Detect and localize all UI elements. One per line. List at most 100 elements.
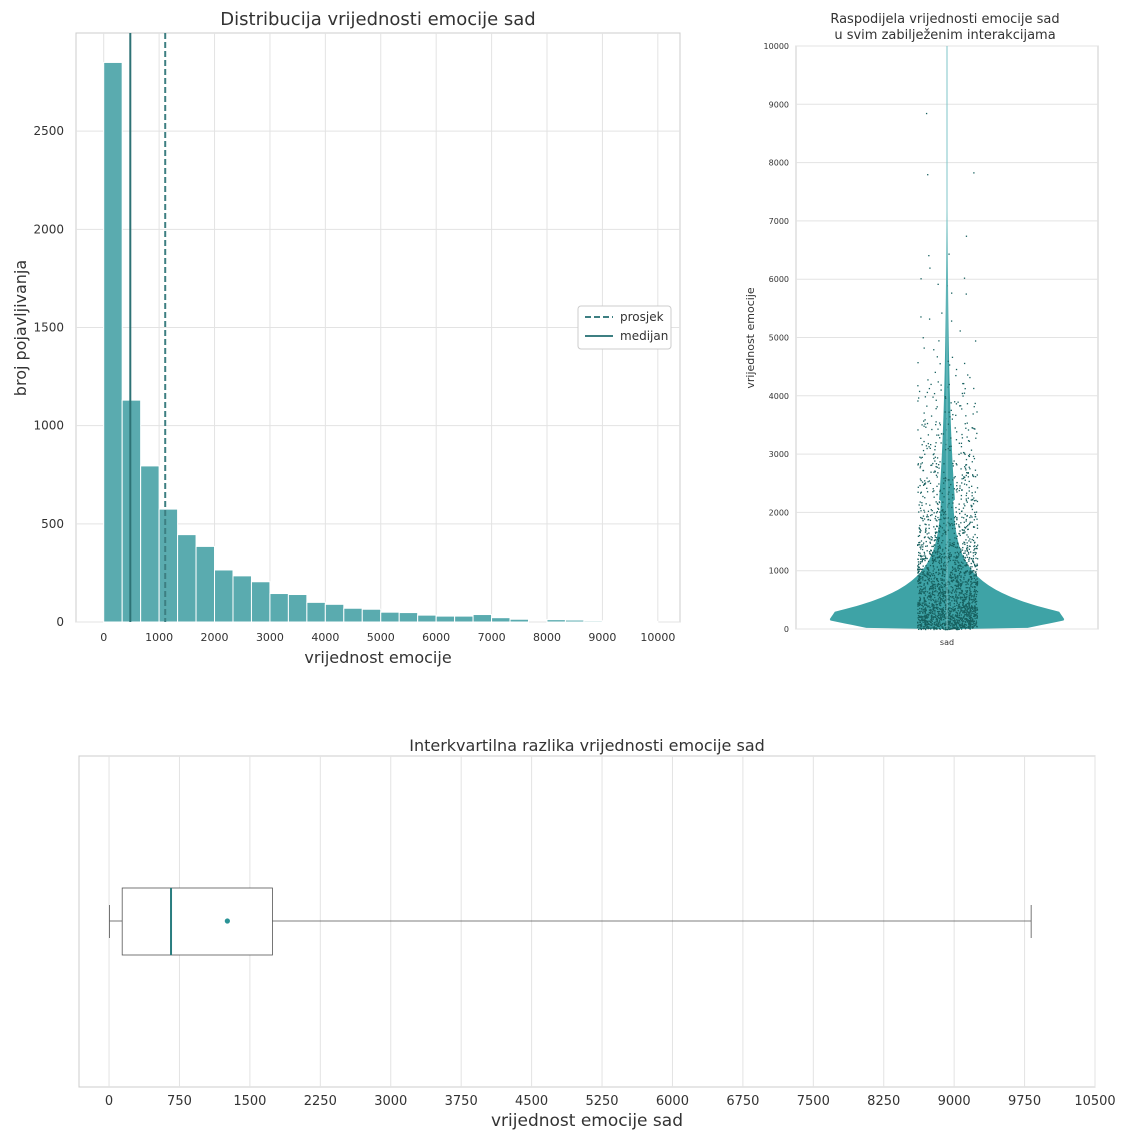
violin-point (974, 548, 976, 550)
violin-point (924, 586, 927, 588)
violin-point (926, 516, 928, 518)
violin-point (973, 590, 975, 593)
violin-point (917, 586, 919, 588)
violin-point (935, 531, 938, 533)
violin-point (933, 578, 935, 580)
violin-point (942, 509, 944, 511)
violin-point (963, 517, 965, 519)
violin-point (937, 539, 940, 541)
violin-point (928, 612, 931, 614)
violin-point (920, 623, 923, 625)
violin-point (972, 560, 974, 562)
violin-point (934, 609, 936, 612)
violin-point (935, 474, 938, 476)
violin-point (930, 539, 932, 541)
violin-point (937, 381, 939, 383)
violin-point (976, 487, 979, 489)
violin-point (940, 598, 942, 600)
violin-point (938, 588, 940, 590)
violin-point (919, 528, 921, 531)
violin-point (922, 484, 925, 486)
violin-point (917, 605, 919, 607)
violin-point (970, 571, 972, 573)
violin-point (955, 611, 957, 613)
violin-point (966, 609, 968, 611)
violin-point (924, 555, 927, 557)
violin-point (933, 512, 935, 514)
violin-point (966, 422, 968, 424)
violin-point (969, 627, 971, 629)
violin-point (952, 606, 954, 608)
violin-point (924, 574, 927, 577)
violin-point (929, 504, 931, 506)
violin-point (920, 558, 922, 560)
violin-point (928, 589, 931, 591)
violin-point (924, 529, 927, 531)
violin-point (931, 559, 934, 562)
violin-point (945, 582, 947, 584)
violin-point (927, 510, 930, 512)
violin-point (948, 610, 951, 612)
violin-point (957, 619, 959, 621)
violin-point (950, 437, 952, 439)
violin-point (936, 551, 938, 553)
violin-y-label: vrijednost emocije (744, 287, 757, 389)
violin-point (969, 615, 971, 617)
violin-point (948, 589, 950, 591)
violin-point (969, 620, 971, 622)
violin-point (943, 477, 945, 480)
violin-point (970, 541, 972, 543)
violin-point (952, 462, 954, 465)
violin-point (921, 577, 924, 579)
violin-point (943, 568, 946, 571)
violin-point (960, 498, 962, 500)
box-x-tick-label: 9000 (938, 1094, 971, 1109)
violin-point (935, 421, 937, 423)
violin-point (948, 621, 951, 623)
violin-point (919, 599, 921, 601)
violin-y-tick-label: 1000 (769, 567, 789, 576)
violin-point (976, 607, 978, 609)
violin-point (958, 508, 960, 511)
violin-point (934, 559, 936, 561)
violin-point (966, 609, 968, 612)
violin-point (927, 481, 929, 483)
violin-point (948, 383, 950, 386)
violin-point (928, 598, 930, 601)
violin-point (964, 607, 966, 609)
violin-point (966, 484, 968, 486)
violin-point (957, 564, 959, 567)
violin-point (938, 618, 941, 620)
violin-point (966, 590, 969, 592)
violin-point (950, 445, 952, 447)
violin-point (920, 457, 922, 459)
violin-point (965, 458, 968, 461)
violin-point (964, 550, 966, 552)
violin-point (970, 585, 972, 588)
violin-point (924, 536, 926, 538)
violin-point (969, 566, 972, 568)
violin-point (937, 540, 940, 543)
violin-point (924, 616, 926, 618)
violin-point (924, 624, 927, 627)
violin-point (972, 621, 974, 623)
violin-point (967, 536, 969, 538)
violin-point (923, 574, 925, 576)
violin-point (973, 545, 975, 548)
violin-point (919, 573, 921, 575)
violin-point (945, 596, 947, 598)
violin-point (949, 617, 951, 619)
histogram-title: Distribucija vrijednosti emocije sad (220, 9, 535, 30)
violin-point (949, 615, 952, 617)
violin-point (937, 614, 940, 616)
violin-point (957, 401, 959, 403)
violin-point (917, 602, 919, 605)
violin-point (936, 625, 939, 627)
violin-point (932, 626, 934, 628)
violin-point (971, 495, 973, 497)
violin-point (966, 545, 969, 547)
box-x-label: vrijednost emocije sad (491, 1111, 683, 1131)
violin-point (959, 597, 962, 599)
violin-point (935, 616, 937, 619)
violin-point (942, 588, 944, 590)
